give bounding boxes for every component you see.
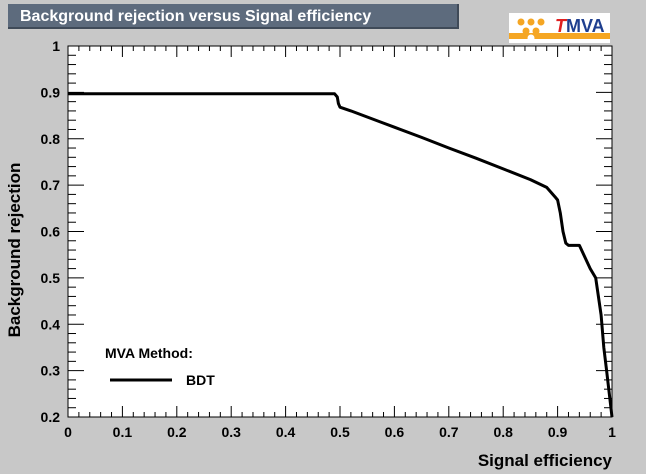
logo-text-mva: MVA [566, 16, 605, 36]
y-tick-label: 0.8 [41, 131, 61, 147]
y-tick-label: 0.7 [41, 177, 61, 193]
x-tick-label: 0.2 [167, 424, 187, 440]
x-tick-label: 0.6 [385, 424, 405, 440]
logo-dots-icon [517, 18, 545, 40]
y-tick-label: 0.2 [41, 409, 61, 425]
y-tick-label: 0.5 [41, 270, 61, 286]
x-tick-label: 0.8 [493, 424, 513, 440]
logo-stripe [509, 33, 610, 39]
chart-title: Background rejection versus Signal effic… [8, 4, 459, 29]
y-axis-label: Background rejection [5, 163, 24, 338]
tmva-logo: TMVA [509, 13, 610, 43]
plot-frame [67, 45, 613, 418]
x-tick-label: 1 [608, 424, 616, 440]
x-tick-label: 0 [64, 424, 72, 440]
y-tick-label: 0.6 [41, 224, 61, 240]
logo-text-t: T [555, 16, 566, 36]
y-tick-label: 0.3 [41, 363, 61, 379]
bdt-curve [68, 92, 614, 418]
x-axis-label: Signal efficiency [478, 451, 613, 470]
x-tick-label: 0.1 [113, 424, 133, 440]
y-tick-label: 0.9 [41, 84, 61, 100]
y-tick-label: 0.4 [41, 316, 61, 332]
x-tick-label: 0.4 [276, 424, 296, 440]
legend-title: MVA Method: [105, 345, 193, 361]
y-tick-label: 1 [52, 38, 60, 54]
legend-label-bdt: BDT [186, 372, 215, 388]
x-tick-label: 0.3 [221, 424, 241, 440]
x-tick-label: 0.7 [439, 424, 459, 440]
logo-text: TMVA [555, 16, 605, 37]
x-tick-label: 0.5 [330, 424, 350, 440]
axis-tick-labels: 0 0.1 0.2 0.3 0.4 0.5 0.6 0.7 0.8 0.9 1 0.2 0.3 0.4 0.… [41, 38, 617, 440]
x-tick-label: 0.9 [548, 424, 568, 440]
